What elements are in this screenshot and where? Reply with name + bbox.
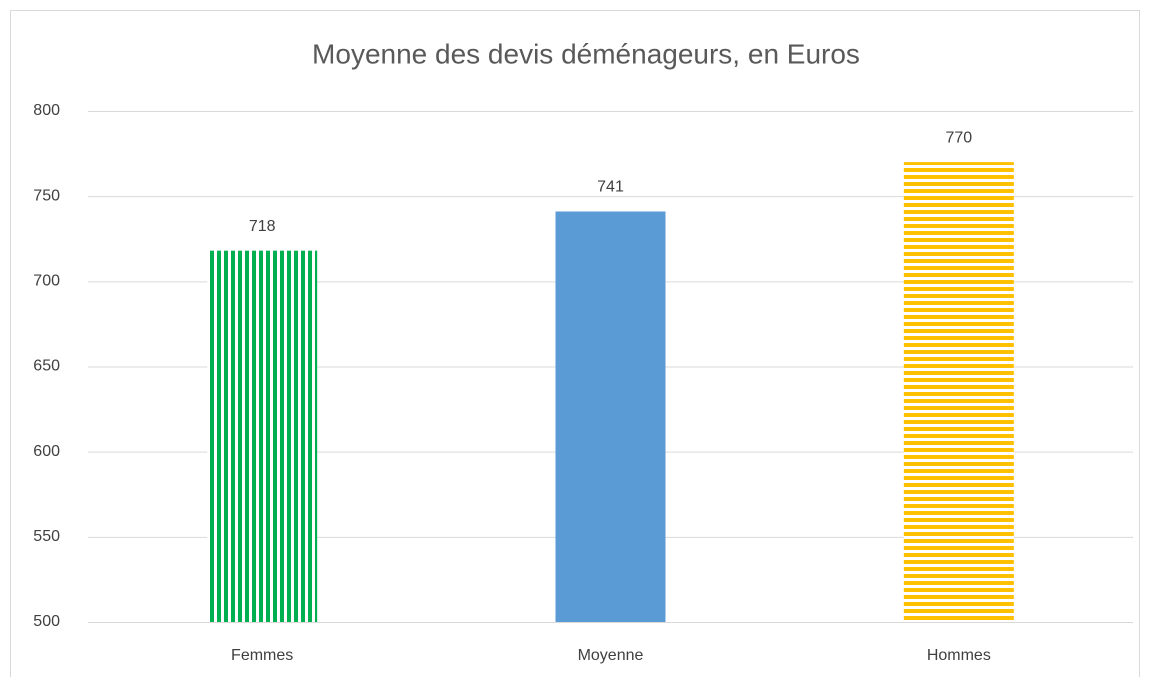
y-tick-label: 550	[33, 528, 60, 545]
bar	[903, 162, 1014, 622]
x-tick-label: Femmes	[231, 647, 293, 664]
y-tick-label: 750	[33, 187, 60, 204]
data-label: 718	[249, 218, 276, 235]
data-label: 741	[597, 179, 624, 196]
x-tick-label: Hommes	[927, 647, 991, 664]
chart-title: Moyenne des devis déménageurs, en Euros	[312, 38, 860, 69]
y-tick-label: 800	[33, 102, 60, 119]
y-tick-label: 650	[33, 358, 60, 375]
bar	[555, 211, 666, 622]
bar	[207, 250, 318, 622]
y-tick-label: 700	[33, 273, 60, 290]
data-label: 770	[945, 129, 972, 146]
y-tick-label: 500	[33, 613, 60, 630]
x-tick-label: Moyenne	[578, 647, 644, 664]
y-tick-label: 600	[33, 443, 60, 460]
